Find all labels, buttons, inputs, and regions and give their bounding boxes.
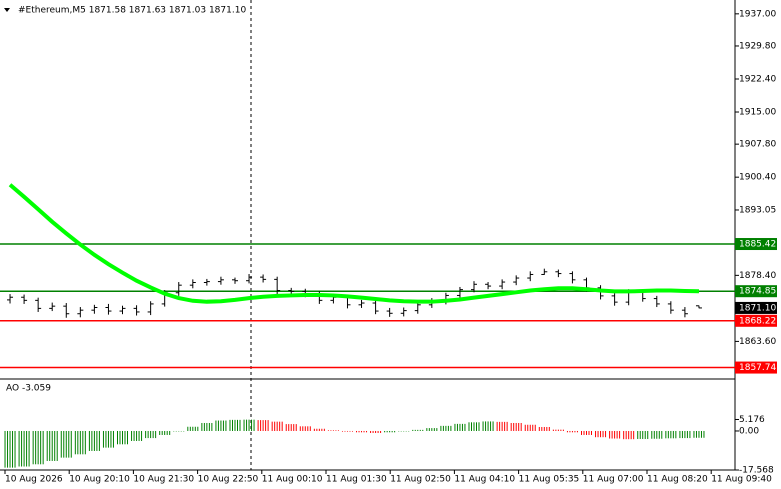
y-tick-label: 1893.05	[739, 205, 776, 215]
menu-arrow	[4, 8, 10, 12]
y-tick-label: -17.568	[739, 466, 774, 476]
price-label-box	[735, 301, 777, 314]
x-tick-label: 11 Aug 05:35	[519, 475, 580, 485]
y-tick-label: 1929.80	[739, 41, 776, 51]
y-tick-label: 1915.00	[739, 108, 776, 118]
chart-title: #Ethereum,M5 1871.58 1871.63 1871.03 187…	[18, 6, 246, 16]
x-tick-label: 11 Aug 04:10	[454, 475, 515, 485]
y-tick-label: 1907.80	[739, 140, 776, 150]
moving-average	[8, 183, 700, 304]
y-tick-label: 1937.00	[739, 9, 776, 19]
x-tick-label: 11 Aug 09:40	[711, 475, 772, 485]
level-label-box	[735, 238, 777, 251]
x-tick-label: 11 Aug 08:20	[647, 475, 708, 485]
level-label-box	[735, 361, 777, 374]
x-tick-label: 10 Aug 20:10	[69, 475, 130, 485]
x-tick-label: 10 Aug 2026	[5, 475, 63, 485]
level-label: 1857.74	[739, 363, 776, 373]
x-tick-label: 10 Aug 22:50	[198, 475, 259, 485]
level-label: 1874.85	[739, 287, 776, 297]
indicator-title: AO -3.059	[6, 384, 51, 394]
y-tick-label: 0.00	[739, 426, 759, 436]
level-label: 1868.22	[739, 316, 776, 326]
y-tick-label: 1900.40	[739, 173, 776, 183]
price-label: 1871.10	[739, 303, 776, 313]
y-tick-label: 1878.40	[739, 271, 776, 281]
level-label: 1885.42	[739, 240, 776, 250]
level-label-box	[735, 285, 777, 298]
x-tick-label: 11 Aug 07:00	[583, 475, 644, 485]
x-tick-label: 10 Aug 21:30	[133, 475, 194, 485]
y-tick-label: 1863.60	[739, 337, 776, 347]
x-tick-label: 11 Aug 01:30	[326, 475, 387, 485]
y-tick-label: 1922.40	[739, 74, 776, 84]
x-tick-label: 11 Aug 02:50	[390, 475, 451, 485]
level-label-box	[735, 314, 777, 327]
x-tick-label: 11 Aug 00:10	[262, 475, 323, 485]
y-tick-label: 5.176	[739, 415, 765, 425]
